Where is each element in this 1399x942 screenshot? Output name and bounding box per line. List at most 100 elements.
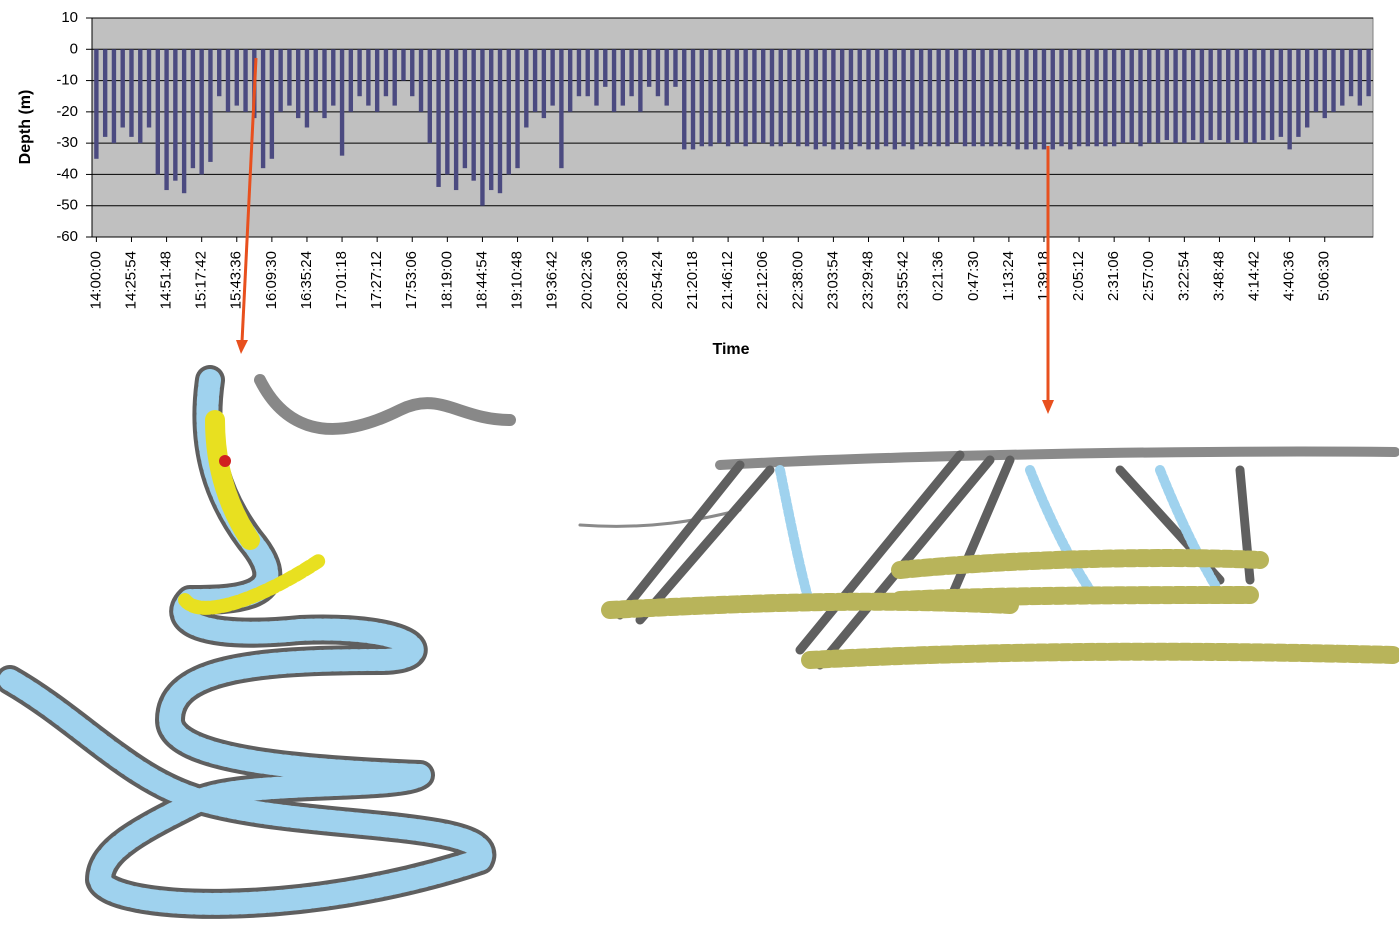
- x-tick-label: 18:44:54: [473, 251, 490, 309]
- bar: [1322, 49, 1327, 119]
- x-tick-label: 14:25:54: [122, 251, 139, 309]
- x-tick-label: 15:43:36: [228, 251, 245, 309]
- bar: [594, 49, 599, 106]
- bar: [322, 49, 327, 119]
- bar: [1331, 49, 1336, 112]
- x-tick-label: 2:57:00: [1140, 251, 1157, 301]
- ribbon: [254, 374, 516, 435]
- bar: [892, 49, 898, 150]
- bar: [550, 49, 555, 106]
- bar: [1313, 49, 1319, 112]
- x-tick-label: 4:40:36: [1281, 251, 1298, 301]
- bar: [752, 49, 757, 144]
- bar: [94, 49, 99, 159]
- x-tick-label: 14:00:00: [87, 251, 104, 309]
- bar: [348, 49, 354, 112]
- bar: [1234, 49, 1240, 141]
- bar: [761, 49, 766, 144]
- bar: [1357, 49, 1363, 106]
- bar: [1340, 49, 1345, 106]
- bar: [541, 49, 547, 119]
- bar: [418, 49, 424, 112]
- bar: [366, 49, 371, 106]
- bar: [1199, 49, 1205, 144]
- bar: [989, 49, 994, 147]
- bar: [1024, 49, 1029, 150]
- bar: [804, 49, 810, 147]
- bar: [936, 49, 941, 147]
- bar: [1305, 49, 1310, 128]
- bar: [1006, 49, 1012, 147]
- x-tick-label: 23:55:42: [895, 251, 912, 309]
- x-tick-label: 2:31:06: [1105, 251, 1122, 301]
- bar: [453, 49, 459, 191]
- bar: [1243, 49, 1248, 144]
- bar: [102, 49, 108, 137]
- arrowhead: [236, 340, 248, 354]
- bar: [1041, 49, 1047, 150]
- bar: [567, 49, 573, 112]
- bar: [1208, 49, 1213, 141]
- plot-background: [91, 17, 1374, 238]
- bar: [620, 49, 626, 106]
- bar: [1050, 49, 1055, 150]
- bar: [708, 49, 713, 147]
- bar: [717, 49, 722, 144]
- bar: [1033, 49, 1038, 150]
- bar: [181, 49, 187, 194]
- bar: [629, 49, 634, 97]
- bar: [532, 49, 538, 112]
- bar: [155, 49, 160, 175]
- bar: [146, 49, 152, 128]
- bar: [611, 49, 617, 112]
- bar: [1155, 49, 1161, 144]
- x-tick-label: 20:28:30: [614, 251, 631, 309]
- bar: [1261, 49, 1266, 141]
- bar: [1217, 49, 1222, 141]
- bar: [857, 49, 862, 147]
- bar: [1190, 49, 1196, 141]
- bar: [901, 49, 906, 147]
- bar: [120, 49, 125, 128]
- y-tick-label: 10: [61, 9, 78, 26]
- bar: [682, 49, 687, 150]
- bar: [945, 49, 950, 147]
- x-tick-label: 17:53:06: [403, 251, 420, 309]
- arrows: [236, 57, 1054, 414]
- bar: [866, 49, 871, 150]
- bar: [392, 49, 397, 106]
- bar: [480, 49, 485, 206]
- x-tick-label: 3:48:48: [1210, 251, 1227, 301]
- bar: [410, 49, 415, 97]
- x-tick-label: 21:20:18: [684, 251, 701, 309]
- bar: [962, 49, 968, 147]
- bar: [243, 49, 248, 112]
- x-tick-label: 3:22:54: [1175, 251, 1192, 301]
- bar: [954, 49, 959, 144]
- x-tick-label: 22:12:06: [754, 251, 771, 309]
- x-tick-label: 17:27:12: [368, 251, 385, 309]
- bar: [664, 49, 669, 106]
- bar: [1287, 49, 1292, 150]
- x-tick-label: 20:54:24: [649, 251, 666, 309]
- bar: [971, 49, 976, 147]
- bar: [1226, 49, 1231, 144]
- bar: [769, 49, 775, 147]
- y-axis-label: Depth (m): [17, 90, 34, 165]
- bar: [436, 49, 441, 187]
- bar: [839, 49, 845, 150]
- bar: [129, 49, 134, 137]
- bar: [313, 49, 318, 112]
- bar: [278, 49, 283, 112]
- bar: [471, 49, 476, 181]
- bar: [217, 49, 222, 97]
- bar: [787, 49, 792, 144]
- bar: [638, 49, 643, 112]
- y-tick-label: -10: [56, 72, 78, 89]
- bar: [427, 49, 432, 144]
- bar: [883, 49, 889, 147]
- bar: [1120, 49, 1126, 144]
- bar: [559, 49, 564, 169]
- bar: [1348, 49, 1354, 97]
